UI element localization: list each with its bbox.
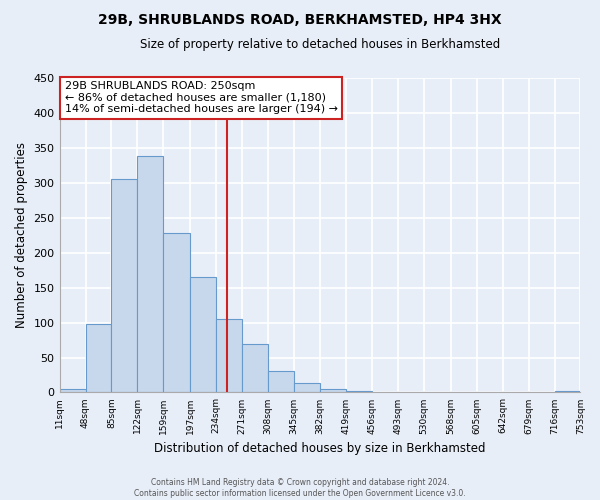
- Bar: [242, 344, 268, 392]
- X-axis label: Distribution of detached houses by size in Berkhamsted: Distribution of detached houses by size …: [154, 442, 486, 455]
- Bar: [268, 372, 294, 392]
- Text: Contains HM Land Registry data © Crown copyright and database right 2024.
Contai: Contains HM Land Registry data © Crown c…: [134, 478, 466, 498]
- Text: 29B SHRUBLANDS ROAD: 250sqm
← 86% of detached houses are smaller (1,180)
14% of : 29B SHRUBLANDS ROAD: 250sqm ← 86% of det…: [65, 81, 338, 114]
- Bar: [294, 384, 320, 392]
- Y-axis label: Number of detached properties: Number of detached properties: [15, 142, 28, 328]
- Bar: [163, 233, 190, 392]
- Bar: [320, 389, 346, 392]
- Bar: [554, 391, 581, 392]
- Bar: [112, 180, 137, 392]
- Bar: [190, 277, 216, 392]
- Bar: [59, 389, 86, 392]
- Bar: [86, 324, 112, 392]
- Bar: [216, 319, 242, 392]
- Bar: [346, 391, 372, 392]
- Bar: [137, 156, 163, 392]
- Title: Size of property relative to detached houses in Berkhamsted: Size of property relative to detached ho…: [140, 38, 500, 51]
- Text: 29B, SHRUBLANDS ROAD, BERKHAMSTED, HP4 3HX: 29B, SHRUBLANDS ROAD, BERKHAMSTED, HP4 3…: [98, 12, 502, 26]
